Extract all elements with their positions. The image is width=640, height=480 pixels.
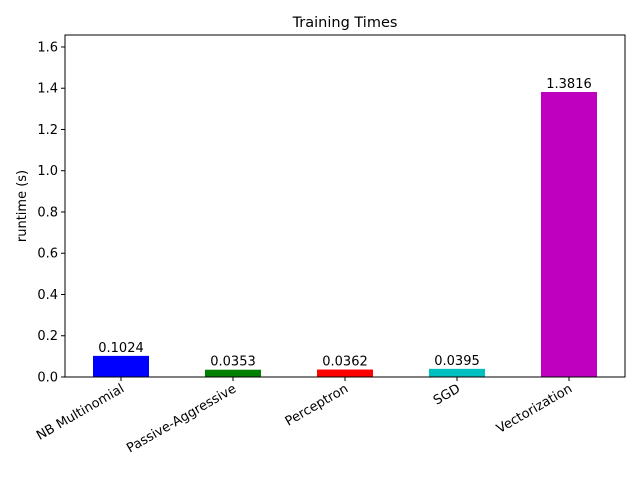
value-label: 0.1024 <box>98 341 144 356</box>
plot-frame <box>64 34 626 378</box>
value-label: 0.0353 <box>210 355 256 370</box>
x-tick-label: Passive-Aggressive <box>124 381 239 456</box>
y-tick-label: 0.8 <box>37 205 58 220</box>
y-tick-label: 0.4 <box>37 288 58 303</box>
value-label: 0.0362 <box>322 355 368 370</box>
bar <box>205 369 261 377</box>
bar <box>541 92 597 378</box>
y-tick-label: 1.6 <box>37 40 58 55</box>
y-tick-label: 1.0 <box>37 164 58 179</box>
bar <box>317 369 373 377</box>
y-tick-label: 1.2 <box>37 123 58 138</box>
chart-title: Training Times <box>292 15 398 31</box>
x-tick-label: NB Multinomial <box>34 381 127 443</box>
y-tick-label: 1.4 <box>37 82 58 97</box>
bar <box>93 355 149 377</box>
x-tick-label: Vectorization <box>494 381 575 436</box>
value-label: 1.3816 <box>546 77 592 92</box>
y-axis-label: runtime (s) <box>15 170 30 242</box>
x-tick-label: SGD <box>431 381 463 408</box>
x-tick-label: Perceptron <box>283 381 351 429</box>
value-label: 0.0395 <box>434 354 480 369</box>
y-tick-label: 0.0 <box>37 371 58 386</box>
bar <box>429 368 485 377</box>
y-tick-label: 0.2 <box>37 329 58 344</box>
y-tick-label: 0.6 <box>37 247 58 262</box>
